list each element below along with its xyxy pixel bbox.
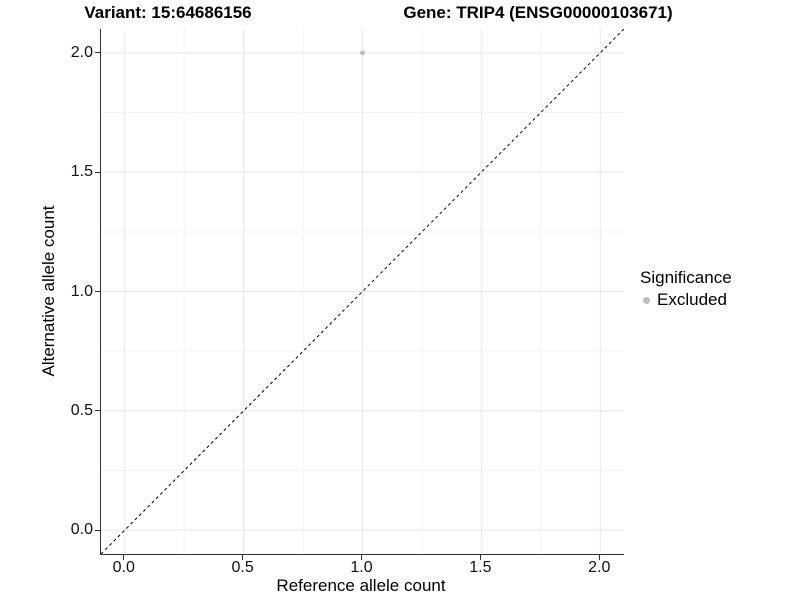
- data-point: [360, 50, 365, 56]
- x-axis-tick: [598, 555, 600, 560]
- x-axis-tick: [123, 555, 125, 560]
- x-tick-label: 2.0: [588, 559, 611, 576]
- legend: Significance Excluded: [640, 267, 732, 311]
- y-axis-tick: [95, 291, 100, 292]
- y-tick-label: 2.0: [70, 43, 93, 61]
- x-tick-label: 0.0: [112, 559, 135, 576]
- x-tick-label: 1.0: [350, 559, 373, 576]
- y-tick-label: 1.0: [70, 282, 93, 300]
- excluded-point-icon: [643, 296, 650, 304]
- y-axis-tick: [95, 52, 100, 54]
- y-axis-tick: [95, 529, 100, 531]
- plot-title-gene: Gene: TRIP4 (ENSG00000103671): [403, 3, 673, 22]
- legend-title: Significance: [640, 268, 732, 287]
- plot-title-variant: Variant: 15:64686156: [84, 3, 252, 22]
- y-tick-label: 0.5: [70, 401, 93, 419]
- x-tick-label: 1.5: [469, 559, 492, 576]
- y-axis-tick: [95, 171, 100, 173]
- x-axis-tick: [361, 555, 362, 560]
- y-tick-label: 0.0: [70, 521, 93, 539]
- x-axis-tick: [479, 555, 481, 560]
- plot-panel: [100, 29, 624, 555]
- x-axis-title: Reference allele count: [276, 576, 446, 595]
- legend-item-excluded: Excluded: [640, 289, 732, 311]
- legend-item-label: Excluded: [657, 290, 727, 309]
- x-axis-tick: [242, 555, 244, 560]
- plot-canvas: [101, 29, 624, 554]
- y-axis-tick: [95, 410, 100, 412]
- y-tick-label: 1.5: [70, 163, 93, 181]
- x-tick-label: 0.5: [231, 559, 254, 576]
